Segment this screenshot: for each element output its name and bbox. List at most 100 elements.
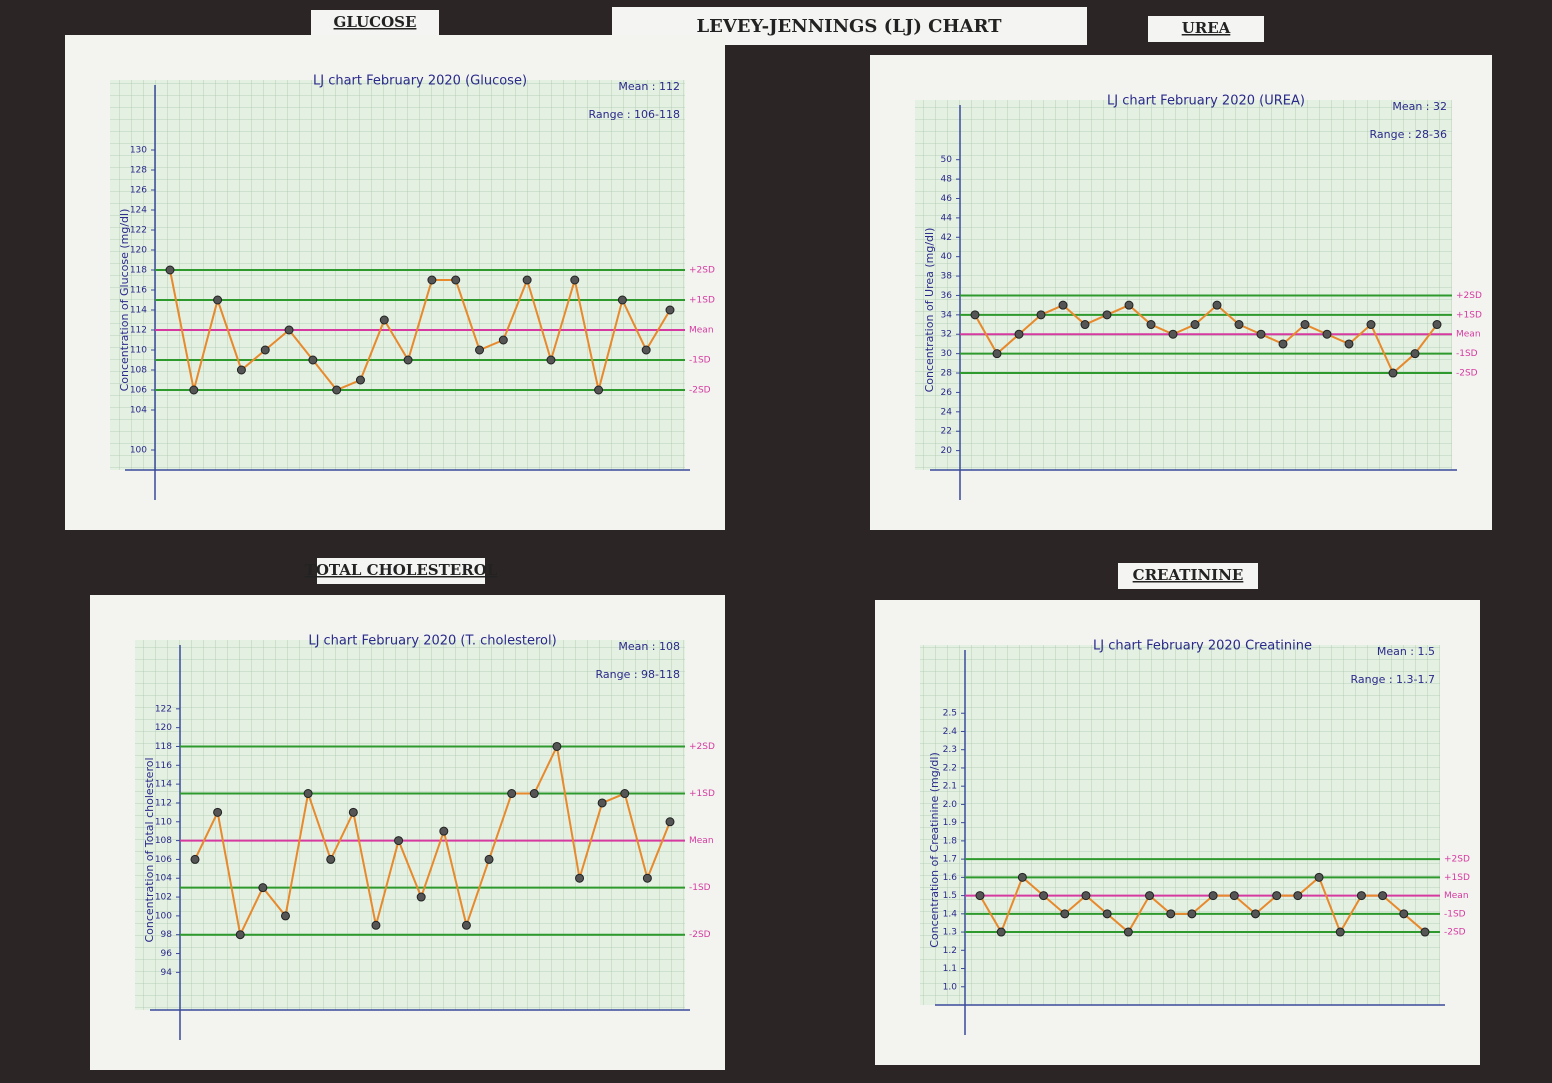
- y-tick-label: 102: [155, 893, 172, 903]
- chart-title: LJ chart February 2020 (Glucose): [313, 74, 527, 89]
- data-point: [214, 296, 222, 304]
- y-tick-label: 20: [941, 446, 953, 456]
- chart-heading: TOTAL CHOLESTEROL: [305, 561, 498, 579]
- data-point: [1037, 311, 1045, 319]
- data-point: [666, 306, 674, 314]
- chart-title: LJ chart February 2020 Creatinine: [1093, 639, 1312, 654]
- y-tick-label: 112: [130, 326, 147, 336]
- control-label: +1SD: [1444, 873, 1470, 883]
- control-label: +1SD: [1456, 310, 1482, 320]
- data-point: [1301, 321, 1309, 329]
- y-tick-label: 2.0: [943, 800, 958, 810]
- data-point: [1188, 910, 1196, 918]
- board-title: LEVEY-JENNINGS (LJ) CHART: [696, 16, 1002, 37]
- control-label: Mean: [689, 326, 714, 336]
- data-point: [643, 874, 651, 882]
- y-tick-label: 36: [941, 291, 953, 301]
- data-point: [476, 346, 484, 354]
- data-point: [404, 356, 412, 364]
- y-tick-label: 50: [941, 155, 953, 165]
- data-point: [1167, 910, 1175, 918]
- y-tick-label: 100: [130, 446, 147, 456]
- plot-area: [135, 640, 685, 1010]
- range-note: Range : 106-118: [588, 108, 680, 121]
- mean-note: Mean : 32: [1392, 100, 1447, 113]
- range-note: Range : 28-36: [1369, 128, 1447, 141]
- y-tick-label: 122: [130, 226, 147, 236]
- data-point: [237, 366, 245, 374]
- data-point: [1082, 892, 1090, 900]
- y-tick-label: 2.5: [943, 709, 957, 719]
- data-point: [281, 912, 289, 920]
- data-point: [1015, 330, 1023, 338]
- y-tick-label: 40: [941, 252, 953, 262]
- page: LEVEY-JENNINGS (LJ) CHART GLUCOSE LJ char…: [0, 0, 1552, 1083]
- control-label: -1SD: [1456, 349, 1478, 359]
- y-tick-label: 28: [941, 369, 953, 379]
- mean-note: Mean : 108: [618, 640, 680, 653]
- control-label: +2SD: [1456, 291, 1482, 301]
- data-point: [1230, 892, 1238, 900]
- y-tick-label: 114: [130, 306, 147, 316]
- data-point: [190, 386, 198, 394]
- control-label: -2SD: [1444, 928, 1466, 938]
- plot-area: [915, 100, 1452, 470]
- data-point: [1345, 340, 1353, 348]
- data-point: [1257, 330, 1265, 338]
- y-tick-label: 118: [155, 742, 172, 752]
- data-point: [1433, 321, 1441, 329]
- data-point: [1421, 928, 1429, 936]
- chart-heading: GLUCOSE: [334, 13, 417, 31]
- data-point: [1389, 369, 1397, 377]
- data-point: [259, 884, 267, 892]
- data-point: [1411, 350, 1419, 358]
- control-label: -1SD: [1444, 909, 1466, 919]
- y-tick-label: 124: [130, 206, 147, 216]
- data-point: [1040, 892, 1048, 900]
- y-tick-label: 130: [130, 146, 147, 156]
- data-point: [1379, 892, 1387, 900]
- y-tick-label: 122: [155, 704, 172, 714]
- y-tick-label: 110: [155, 817, 172, 827]
- y-tick-label: 112: [155, 798, 172, 808]
- data-point: [1169, 330, 1177, 338]
- data-point: [349, 808, 357, 816]
- chart-title: LJ chart February 2020 (UREA): [1107, 94, 1305, 109]
- data-point: [1061, 910, 1069, 918]
- data-point: [261, 346, 269, 354]
- data-point: [1323, 330, 1331, 338]
- data-point: [1146, 892, 1154, 900]
- data-point: [1018, 873, 1026, 881]
- data-point: [530, 790, 538, 798]
- data-point: [1357, 892, 1365, 900]
- data-point: [1235, 321, 1243, 329]
- control-label: +1SD: [689, 789, 715, 799]
- data-point: [621, 790, 629, 798]
- data-point: [1103, 910, 1111, 918]
- data-point: [285, 326, 293, 334]
- data-point: [1294, 892, 1302, 900]
- data-point: [508, 790, 516, 798]
- y-tick-label: 34: [941, 310, 953, 320]
- data-point: [1273, 892, 1281, 900]
- y-tick-label: 2.2: [943, 763, 957, 773]
- data-point: [595, 386, 603, 394]
- data-point: [971, 311, 979, 319]
- control-label: +2SD: [689, 742, 715, 752]
- control-label: -2SD: [1456, 369, 1478, 379]
- data-point: [1315, 873, 1323, 881]
- y-tick-label: 24: [941, 407, 953, 417]
- data-point: [666, 818, 674, 826]
- chart-title: LJ chart February 2020 (T. cholesterol): [308, 634, 556, 649]
- data-point: [1125, 301, 1133, 309]
- control-label: +2SD: [689, 266, 715, 276]
- control-label: Mean: [1456, 330, 1481, 340]
- data-point: [976, 892, 984, 900]
- control-label: +1SD: [689, 296, 715, 306]
- y-tick-label: 1.1: [943, 964, 957, 974]
- data-point: [372, 921, 380, 929]
- data-point: [428, 276, 436, 284]
- data-point: [236, 931, 244, 939]
- data-point: [309, 356, 317, 364]
- y-tick-label: 1.7: [943, 855, 957, 865]
